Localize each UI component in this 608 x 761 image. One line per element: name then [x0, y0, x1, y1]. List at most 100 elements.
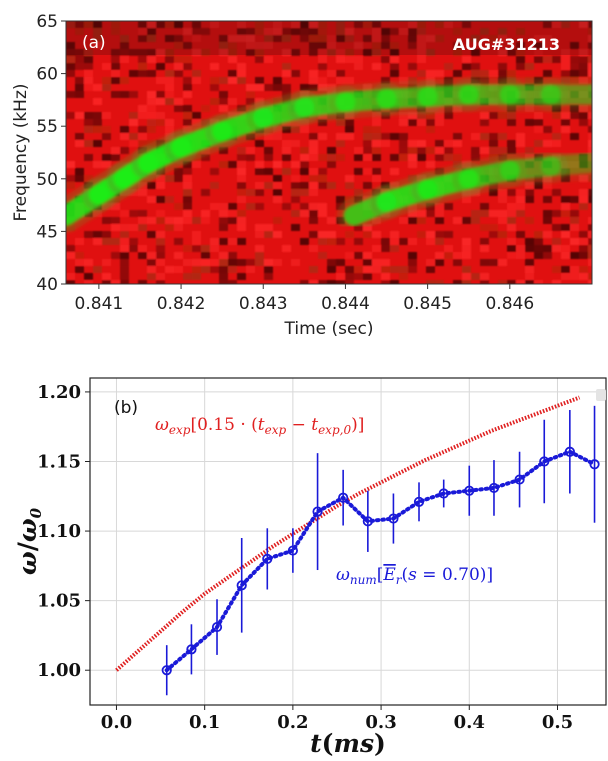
heatmap-cell [579, 119, 588, 126]
heatmap-cell [462, 252, 471, 259]
heatmap-cell [561, 273, 570, 280]
heatmap-cell [318, 168, 327, 175]
heatmap-cell [390, 238, 399, 245]
heatmap-cell [345, 119, 354, 126]
heatmap-cell [120, 238, 129, 245]
heatmap-cell [75, 84, 84, 91]
heatmap-cell [237, 175, 246, 182]
heatmap-cell [417, 119, 426, 126]
heatmap-cell [201, 266, 210, 273]
heatmap-cell [363, 182, 372, 189]
heatmap-cell [102, 84, 111, 91]
axes-b: 0.0 0.1 0.2 0.3 0.4 0.5 1.00 1.05 1.10 1.15 1.20 [37, 377, 607, 733]
heatmap-cell [156, 238, 165, 245]
heatmap-cell [183, 210, 192, 217]
heatmap-cell [111, 77, 120, 84]
heatmap-cell [390, 231, 399, 238]
heatmap-cell [525, 266, 534, 273]
heatmap-cell [426, 119, 435, 126]
heatmap-cell [282, 28, 291, 35]
heatmap-cell [192, 245, 201, 252]
heatmap-cell [363, 168, 372, 175]
heatmap-cell [102, 238, 111, 245]
series-num-point [438, 488, 449, 499]
x-axis-label-b: t(ms) [310, 729, 386, 758]
heatmap-cell [138, 70, 147, 77]
heatmap-cell [498, 28, 507, 35]
heatmap-cell [372, 49, 381, 56]
heatmap-cell [129, 112, 138, 119]
heatmap-cell [480, 224, 489, 231]
y-tick-label-a: 50 [36, 170, 58, 190]
heatmap-cell [237, 161, 246, 168]
heatmap-cell [192, 49, 201, 56]
heatmap-cell [462, 238, 471, 245]
heatmap-cell [75, 252, 84, 259]
heatmap-cell [381, 28, 390, 35]
heatmap-cell [588, 189, 592, 196]
heatmap-cell [156, 112, 165, 119]
heatmap-cell [129, 245, 138, 252]
heatmap-cell [345, 77, 354, 84]
heatmap-cell [399, 273, 408, 280]
heatmap-cell [255, 231, 264, 238]
heatmap-cell [444, 21, 453, 28]
heatmap-cell [228, 259, 237, 266]
heatmap-cell [372, 175, 381, 182]
heatmap-cell [381, 259, 390, 266]
heatmap-cell [534, 119, 543, 126]
heatmap-cell [516, 28, 525, 35]
heatmap-cell [264, 231, 273, 238]
heatmap-cell [444, 154, 453, 161]
heatmap-cell [237, 77, 246, 84]
series-num-point [312, 506, 323, 517]
heatmap-cell [462, 196, 471, 203]
heatmap-cell [588, 140, 592, 147]
y-tick-label-b: 1.00 [37, 660, 81, 681]
y-axis-label-a: Frequency (kHz) [11, 83, 31, 221]
heatmap-cell [507, 49, 516, 56]
heatmap-cell [318, 84, 327, 91]
heatmap-cell [120, 210, 129, 217]
heatmap-cell [300, 35, 309, 42]
heatmap-cell [129, 238, 138, 245]
heatmap-cell [534, 42, 543, 49]
x-tick-label-b: 0.3 [365, 712, 396, 733]
heatmap-cell [102, 259, 111, 266]
heatmap-cell [408, 217, 417, 224]
heatmap-cell [84, 231, 93, 238]
heatmap-cell [336, 273, 345, 280]
heatmap-cell [318, 21, 327, 28]
heatmap-cell [588, 245, 592, 252]
heatmap-cell [129, 70, 138, 77]
heatmap-cell [291, 70, 300, 77]
heatmap-cell [300, 238, 309, 245]
heatmap-cell [93, 266, 102, 273]
heatmap-cell [165, 217, 174, 224]
heatmap-cell [516, 42, 525, 49]
heatmap-cell [462, 245, 471, 252]
legend-box [596, 389, 606, 401]
heatmap-cell [480, 28, 489, 35]
heatmap-cell [174, 56, 183, 63]
heatmap-cell [192, 238, 201, 245]
heatmap-cell [120, 133, 129, 140]
heatmap-cell [345, 49, 354, 56]
heatmap-cell [219, 210, 228, 217]
heatmap-cell [507, 217, 516, 224]
heatmap-cell [552, 210, 561, 217]
heatmap-cell [282, 63, 291, 70]
heatmap-cell [408, 28, 417, 35]
heatmap-cell [543, 140, 552, 147]
heatmap-cell [282, 126, 291, 133]
heatmap-cell [336, 154, 345, 161]
series-num-point [539, 456, 550, 467]
heatmap-cell [507, 238, 516, 245]
heatmap-cell [363, 140, 372, 147]
heatmap-cell [273, 217, 282, 224]
heatmap-cell [399, 140, 408, 147]
heatmap-cell [354, 266, 363, 273]
ridge-1 [336, 146, 592, 233]
heatmap-cell [66, 70, 75, 77]
heatmap-cell [381, 56, 390, 63]
